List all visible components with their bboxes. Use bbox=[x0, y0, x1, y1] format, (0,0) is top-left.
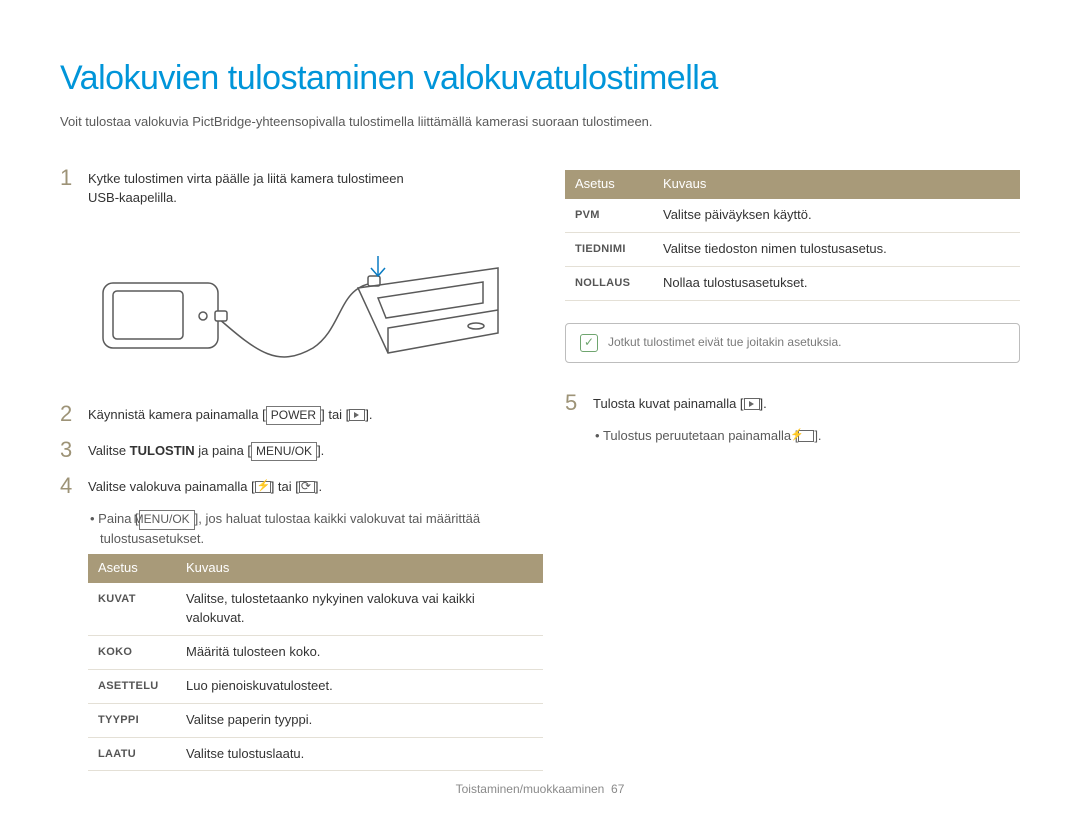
setting-name: LAATU bbox=[88, 737, 176, 771]
setting-name: NOLLAUS bbox=[565, 266, 653, 300]
setting-desc: Nollaa tulostusasetukset. bbox=[653, 266, 1020, 300]
play-icon bbox=[349, 409, 365, 421]
menu-ok-key: MENU/OK bbox=[139, 510, 195, 529]
setting-desc: Valitse paperin tyyppi. bbox=[176, 703, 543, 737]
step-body: Kytke tulostimen virta päälle ja liitä k… bbox=[88, 166, 404, 208]
step-text: ]. bbox=[365, 407, 372, 422]
step-number: 1 bbox=[60, 166, 78, 208]
table-header: Kuvaus bbox=[176, 554, 543, 583]
step-5: 5 Tulosta kuvat painamalla []. bbox=[565, 391, 1020, 415]
sub-text: Tulostus peruutetaan painamalla [ bbox=[603, 428, 798, 443]
setting-name: ASETTELU bbox=[88, 669, 176, 703]
step-text: ja paina [ bbox=[195, 443, 251, 458]
table-row: PVMValitse päiväyksen käyttö. bbox=[565, 199, 1020, 232]
table-row: NOLLAUSNollaa tulostusasetukset. bbox=[565, 266, 1020, 300]
settings-table-left: Asetus Kuvaus KUVATValitse, tulostetaank… bbox=[88, 554, 543, 771]
step-text: ] tai [ bbox=[321, 407, 349, 422]
table-row: TYYPPIValitse paperin tyyppi. bbox=[88, 703, 543, 737]
step-4: 4 Valitse valokuva painamalla [ ] tai []. bbox=[60, 474, 515, 498]
option-name: TULOSTIN bbox=[130, 443, 195, 458]
footer-text: Toistaminen/muokkaaminen bbox=[456, 782, 605, 796]
right-column: Asetus Kuvaus PVMValitse päiväyksen käyt… bbox=[565, 166, 1020, 771]
intro-text: Voit tulostaa valokuvia PictBridge-yhtee… bbox=[60, 113, 1020, 132]
setting-name: KUVAT bbox=[88, 583, 176, 635]
step-text: ]. bbox=[317, 443, 324, 458]
table-body-right: PVMValitse päiväyksen käyttö.TIEDNIMIVal… bbox=[565, 199, 1020, 300]
setting-name: TIEDNIMI bbox=[565, 232, 653, 266]
step-text: Tulosta kuvat painamalla [ bbox=[593, 396, 744, 411]
settings-table-right: Asetus Kuvaus PVMValitse päiväyksen käyt… bbox=[565, 170, 1020, 300]
step-number: 2 bbox=[60, 402, 78, 426]
table-header: Kuvaus bbox=[653, 170, 1020, 199]
step-text: Kytke tulostimen virta päälle ja liitä k… bbox=[88, 171, 404, 186]
setting-name: PVM bbox=[565, 199, 653, 232]
timer-icon bbox=[299, 481, 315, 493]
menu-ok-key: MENU/OK bbox=[251, 442, 317, 461]
page-number: 67 bbox=[611, 782, 624, 796]
step-text: Valitse valokuva painamalla [ bbox=[88, 479, 255, 494]
step-4-sub: Paina [MENU/OK], jos haluat tulostaa kai… bbox=[88, 510, 515, 548]
step-body: Valitse TULOSTIN ja paina [MENU/OK]. bbox=[88, 438, 324, 462]
table-row: TIEDNIMIValitse tiedoston nimen tulostus… bbox=[565, 232, 1020, 266]
step-body: Käynnistä kamera painamalla [POWER] tai … bbox=[88, 402, 373, 426]
power-key: POWER bbox=[266, 406, 321, 425]
table-body-left: KUVATValitse, tulostetaanko nykyinen val… bbox=[88, 583, 543, 771]
step-text: Käynnistä kamera painamalla [ bbox=[88, 407, 266, 422]
table-row: KUVATValitse, tulostetaanko nykyinen val… bbox=[88, 583, 543, 635]
step-3: 3 Valitse TULOSTIN ja paina [MENU/OK]. bbox=[60, 438, 515, 462]
note-box: ✓ Jotkut tulostimet eivät tue joitakin a… bbox=[565, 323, 1020, 363]
step-text: USB-kaapelilla. bbox=[88, 190, 177, 205]
camera-printer-diagram bbox=[88, 228, 508, 378]
step-text: ] tai [ bbox=[271, 479, 299, 494]
step-text: Valitse bbox=[88, 443, 130, 458]
table-header: Asetus bbox=[565, 170, 653, 199]
step-number: 5 bbox=[565, 391, 583, 415]
table-header: Asetus bbox=[88, 554, 176, 583]
step-number: 4 bbox=[60, 474, 78, 498]
flash-icon bbox=[255, 481, 271, 493]
setting-desc: Luo pienoiskuvatulosteet. bbox=[176, 669, 543, 703]
page: Valokuvien tulostaminen valokuvatulostim… bbox=[0, 0, 1080, 815]
step-body: Tulosta kuvat painamalla []. bbox=[593, 391, 767, 415]
step-5-sub: Tulostus peruutetaan painamalla []. bbox=[593, 427, 1020, 446]
setting-name: KOKO bbox=[88, 636, 176, 670]
sub-text: Paina [ bbox=[98, 511, 138, 526]
table-row: KOKOMääritä tulosteen koko. bbox=[88, 636, 543, 670]
setting-desc: Valitse tulostuslaatu. bbox=[176, 737, 543, 771]
page-title: Valokuvien tulostaminen valokuvatulostim… bbox=[60, 54, 1020, 103]
table-row: ASETTELULuo pienoiskuvatulosteet. bbox=[88, 669, 543, 703]
page-footer: Toistaminen/muokkaaminen 67 bbox=[60, 771, 1020, 798]
step-body: Valitse valokuva painamalla [ ] tai []. bbox=[88, 474, 322, 498]
setting-desc: Määritä tulosteen koko. bbox=[176, 636, 543, 670]
step-1: 1 Kytke tulostimen virta päälle ja liitä… bbox=[60, 166, 515, 208]
setting-desc: Valitse, tulostetaanko nykyinen valokuva… bbox=[176, 583, 543, 635]
step-text: ]. bbox=[760, 396, 767, 411]
flash-icon bbox=[798, 430, 814, 442]
table-row: LAATUValitse tulostuslaatu. bbox=[88, 737, 543, 771]
setting-desc: Valitse tiedoston nimen tulostusasetus. bbox=[653, 232, 1020, 266]
sub-text: ]. bbox=[814, 428, 821, 443]
play-icon bbox=[744, 398, 760, 410]
step-2: 2 Käynnistä kamera painamalla [POWER] ta… bbox=[60, 402, 515, 426]
step-number: 3 bbox=[60, 438, 78, 462]
setting-desc: Valitse päiväyksen käyttö. bbox=[653, 199, 1020, 232]
step-text: ]. bbox=[315, 479, 322, 494]
note-text: Jotkut tulostimet eivät tue joitakin ase… bbox=[608, 334, 841, 351]
setting-name: TYYPPI bbox=[88, 703, 176, 737]
two-column-layout: 1 Kytke tulostimen virta päälle ja liitä… bbox=[60, 166, 1020, 771]
left-column: 1 Kytke tulostimen virta päälle ja liitä… bbox=[60, 166, 515, 771]
note-icon: ✓ bbox=[580, 334, 598, 352]
